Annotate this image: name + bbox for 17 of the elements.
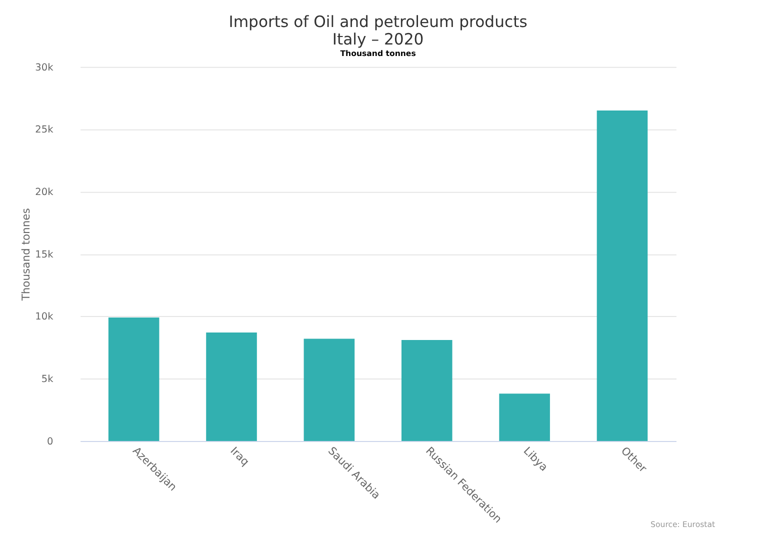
y-tick-label: 5k	[41, 374, 54, 386]
source-note: Source: Eurostat	[650, 520, 716, 529]
bar	[401, 340, 452, 442]
y-tick-label: 0	[47, 436, 54, 448]
chart-subtitle: Thousand tonnes	[340, 49, 416, 58]
bar	[304, 338, 355, 442]
bar	[596, 110, 648, 442]
bar	[108, 318, 160, 442]
bar	[499, 394, 550, 442]
y-tick-label: 20k	[35, 187, 54, 198]
y-tick-label: 10k	[35, 312, 54, 323]
chart-title: Imports of Oil and petroleum products Italy – 2020	[228, 12, 528, 48]
y-tick-label: 30k	[35, 62, 54, 74]
y-tick-label: 15k	[35, 249, 54, 260]
y-axis-title: Thousand tonnes	[19, 208, 32, 302]
y-tick-label: 25k	[35, 124, 54, 136]
bar	[206, 332, 257, 442]
